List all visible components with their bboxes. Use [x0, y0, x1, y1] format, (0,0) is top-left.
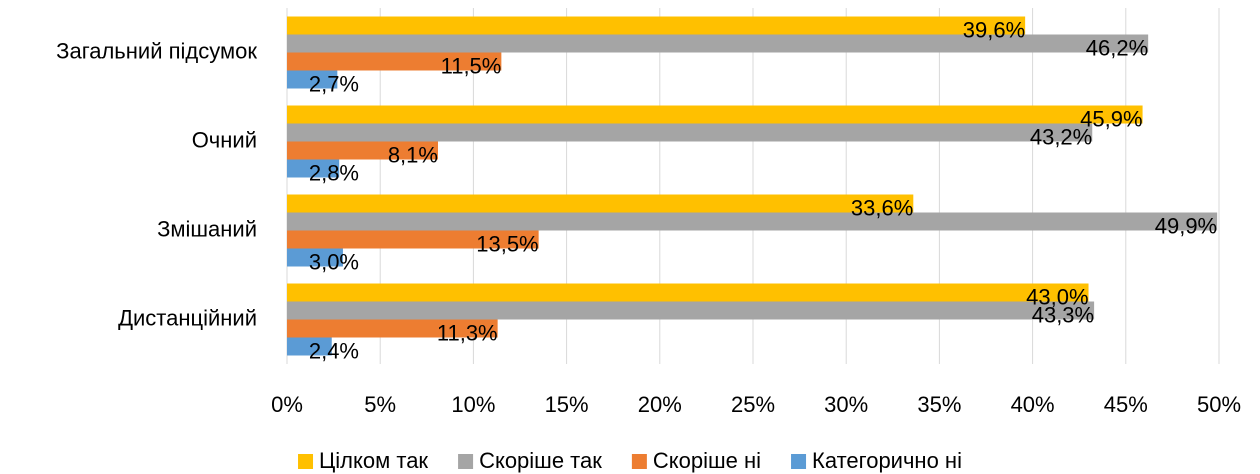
- data-label: 39,6%: [963, 17, 1025, 42]
- x-tick-label: 5%: [364, 392, 396, 417]
- legend-label: Скоріше ні: [653, 448, 761, 473]
- category-label: Дистанційний: [118, 305, 257, 330]
- bar: [287, 248, 343, 267]
- bar: [287, 159, 340, 178]
- x-tick-label: 0%: [271, 392, 303, 417]
- x-tick-label: 25%: [731, 392, 775, 417]
- category-label: Загальний підсумок: [56, 38, 257, 63]
- data-label: 3,0%: [309, 249, 359, 274]
- bar: [287, 319, 498, 338]
- x-tick-label: 40%: [1011, 392, 1055, 417]
- data-label: 8,1%: [388, 142, 438, 167]
- bar: [287, 212, 1218, 231]
- bar: [287, 123, 1093, 142]
- x-tick-label: 50%: [1197, 392, 1241, 417]
- data-label: 2,7%: [309, 71, 359, 96]
- bar: [287, 337, 332, 356]
- x-tick-label: 45%: [1104, 392, 1148, 417]
- x-tick-label: 10%: [451, 392, 495, 417]
- legend-swatch: [631, 454, 647, 469]
- bar: [287, 230, 539, 249]
- legend-label: Скоріше так: [479, 448, 602, 473]
- bar: [287, 105, 1143, 124]
- bar: [287, 34, 1149, 53]
- x-tick-label: 35%: [917, 392, 961, 417]
- data-label: 2,8%: [309, 160, 359, 185]
- bar: [287, 301, 1095, 320]
- data-label: 13,5%: [476, 231, 538, 256]
- data-label: 45,9%: [1080, 106, 1142, 131]
- bar: [287, 141, 438, 160]
- data-label: 11,5%: [441, 53, 502, 78]
- data-label: 46,2%: [1086, 35, 1148, 60]
- data-label: 11,3%: [437, 320, 498, 345]
- bar: [287, 70, 338, 89]
- data-label: 43,0%: [1026, 284, 1088, 309]
- data-label: 33,6%: [851, 195, 913, 220]
- bar: [287, 194, 914, 213]
- data-label: 2,4%: [309, 338, 359, 363]
- data-label: 43,2%: [1030, 124, 1092, 149]
- legend-label: Категорично ні: [812, 448, 962, 473]
- bar: [287, 283, 1089, 302]
- bar: [287, 52, 502, 71]
- x-tick-label: 20%: [638, 392, 682, 417]
- data-label: 49,9%: [1155, 213, 1217, 238]
- legend-swatch: [458, 454, 474, 469]
- x-tick-label: 30%: [824, 392, 868, 417]
- category-label: Змішаний: [157, 216, 257, 241]
- legend-swatch: [298, 454, 314, 469]
- category-label: Очний: [192, 127, 257, 152]
- x-tick-label: 15%: [545, 392, 589, 417]
- data-label: 43,3%: [1032, 302, 1094, 327]
- bar: [287, 16, 1026, 35]
- legend-swatch: [791, 454, 807, 469]
- legend-label: Цілком так: [319, 448, 428, 473]
